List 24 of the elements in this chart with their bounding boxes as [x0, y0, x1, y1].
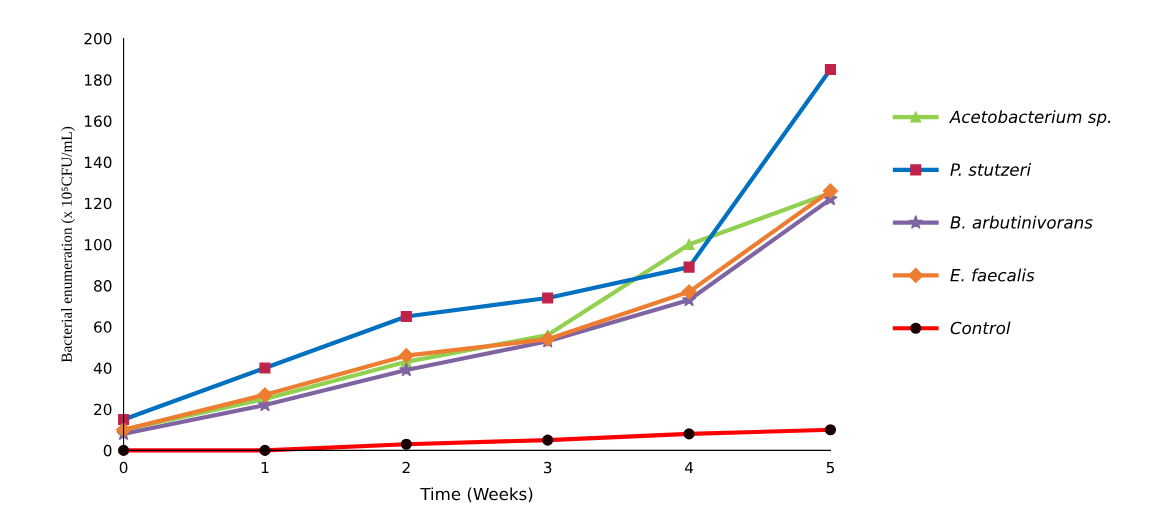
y-tick-label: 100: [84, 238, 112, 251]
y-tick-label: 40: [93, 362, 112, 375]
y-tick-label: 180: [84, 74, 112, 86]
y-tick-label: 200: [84, 33, 112, 45]
x-tick-label: 0: [119, 461, 128, 474]
y-tick-label: 120: [84, 197, 112, 210]
x-axis-title: Time (Weeks): [420, 487, 533, 503]
y-tick-label: 0: [103, 444, 112, 457]
x-tick-label: 4: [684, 461, 694, 474]
y-tick-label: 160: [84, 115, 112, 127]
x-tick-label: 5: [826, 461, 834, 474]
legend-label: Acetobacterium sp.: [949, 110, 1111, 127]
legend-label: E. faecalis: [950, 268, 1035, 282]
x-tick-label: 2: [402, 461, 410, 474]
y-axis-title: Bacterial enumeration (x 10⁵CFU/mL): [61, 126, 75, 363]
y-tick-label: 140: [84, 156, 112, 169]
legend-label: P. stutzeri: [950, 163, 1031, 176]
legend-label: B. arbutinivorans: [950, 215, 1093, 229]
y-tick-label: 20: [94, 403, 112, 416]
x-tick-label: 3: [544, 461, 552, 474]
x-tick-label: 1: [261, 461, 269, 474]
y-tick-label: 80: [94, 280, 112, 292]
y-tick-label: 60: [94, 321, 112, 333]
legend-label: Control: [950, 321, 1011, 335]
